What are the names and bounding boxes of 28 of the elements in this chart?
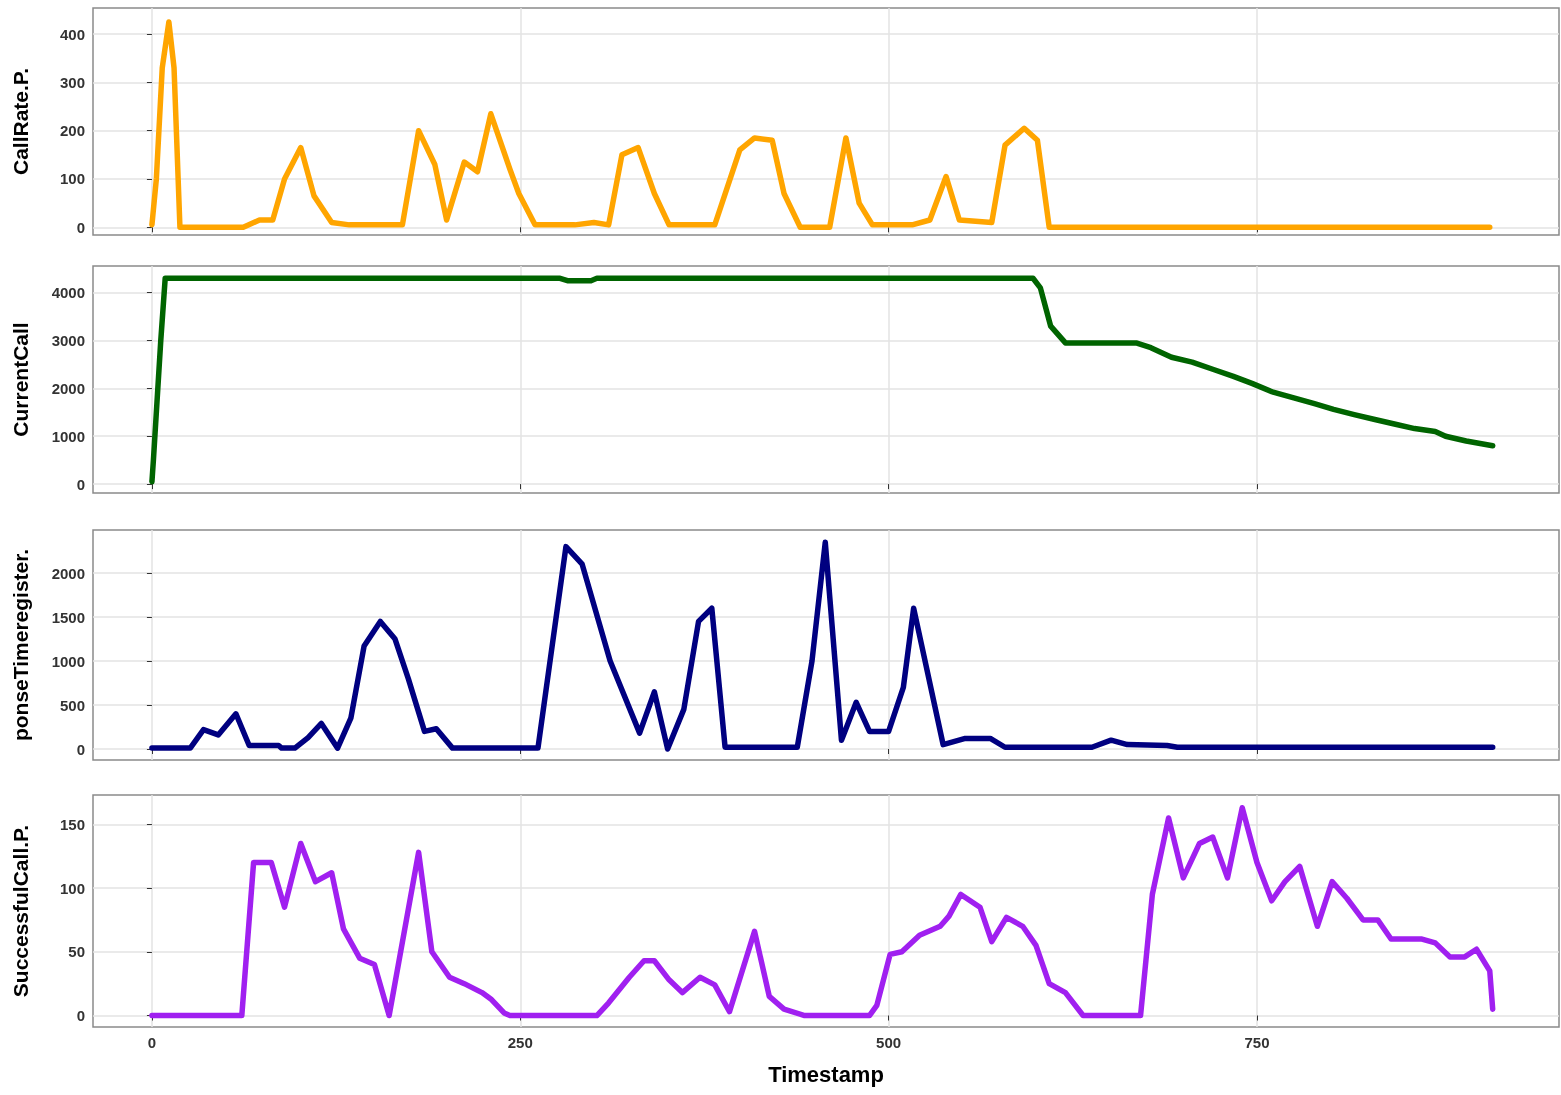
- y-tick-label: 150: [59, 815, 85, 833]
- y-tick-label: 500: [59, 696, 85, 714]
- y-tick-label: 2000: [51, 564, 85, 582]
- y-tick-label: 3000: [51, 332, 85, 350]
- y-tick-label: 1000: [51, 652, 85, 670]
- y-tick-label: 200: [59, 122, 85, 140]
- x-axis-title: Timestamp: [768, 1061, 884, 1087]
- y-tick-label: 1000: [51, 427, 85, 445]
- y-tick-label: 0: [76, 475, 85, 493]
- y-axis-title: CallRate.P.: [9, 68, 32, 175]
- y-axis-title: CurrentCall: [9, 322, 32, 437]
- x-tick-label: 750: [1244, 1034, 1270, 1051]
- y-tick-label: 1500: [51, 608, 85, 626]
- y-tick-label: 0: [76, 740, 85, 758]
- y-tick-label: 2000: [51, 379, 85, 397]
- y-tick-label: 50: [68, 943, 85, 961]
- y-tick-label: 0: [76, 218, 85, 236]
- y-tick-label: 0: [76, 1007, 85, 1025]
- y-tick-label: 100: [59, 879, 85, 897]
- y-axis-title: ponseTimeregister.: [9, 548, 32, 742]
- x-tick-label: 250: [507, 1034, 533, 1051]
- y-tick-label: 4000: [51, 284, 85, 302]
- y-tick-label: 400: [59, 25, 85, 43]
- y-tick-label: 300: [59, 73, 85, 91]
- y-axis-title: SuccessfulCall.P.: [9, 824, 32, 998]
- x-tick-label: 500: [876, 1034, 902, 1051]
- y-tick-label: 100: [59, 170, 85, 188]
- x-tick-label: 0: [147, 1034, 157, 1051]
